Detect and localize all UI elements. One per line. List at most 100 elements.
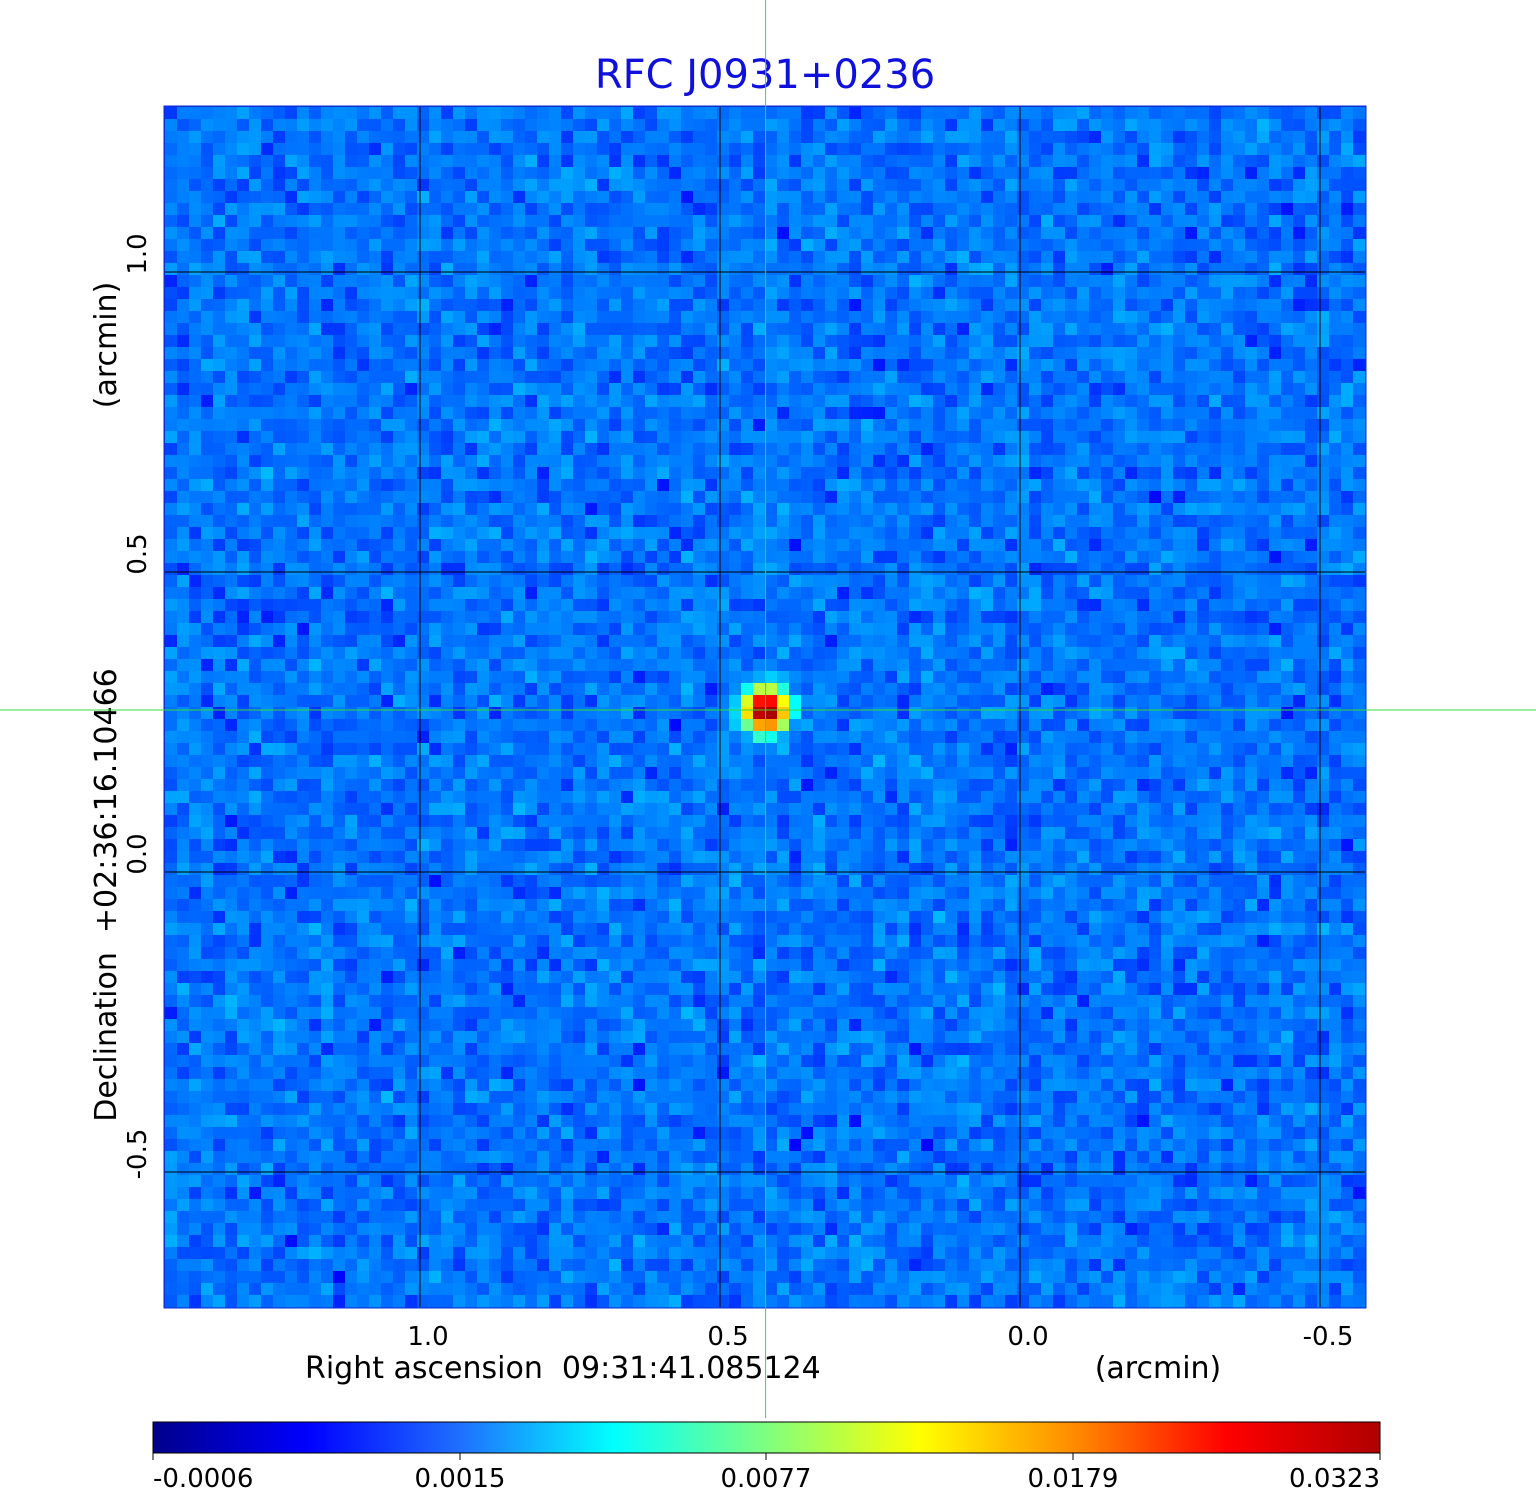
heatmap-pixel [225,611,238,624]
heatmap-pixel [561,347,574,360]
heatmap-pixel [729,527,742,540]
heatmap-pixel [1353,143,1366,156]
heatmap-pixel [1161,479,1174,492]
heatmap-pixel [261,683,274,696]
heatmap-pixel [1053,167,1066,180]
heatmap-pixel [309,107,322,120]
heatmap-pixel [957,587,970,600]
heatmap-pixel [261,563,274,576]
heatmap-pixel [1245,263,1258,276]
heatmap-pixel [813,275,826,288]
heatmap-pixel [885,623,898,636]
heatmap-pixel [1329,539,1342,552]
heatmap-pixel [1029,527,1042,540]
heatmap-pixel [825,167,838,180]
heatmap-pixel [501,383,514,396]
heatmap-pixel [489,467,502,480]
heatmap-pixel [933,359,946,372]
heatmap-pixel [1077,119,1090,132]
heatmap-pixel [489,107,502,120]
heatmap-pixel [273,659,286,672]
heatmap-pixel [1317,275,1330,288]
heatmap-pixel [1305,143,1318,156]
heatmap-pixel [885,383,898,396]
heatmap-pixel [285,251,298,264]
heatmap-pixel [1317,467,1330,480]
heatmap-pixel [1101,107,1114,120]
heatmap-pixel [585,515,598,528]
heatmap-pixel [1209,143,1222,156]
heatmap-pixel [321,515,334,528]
heatmap-pixel [693,611,706,624]
heatmap-pixel [897,503,910,516]
heatmap-pixel [1029,647,1042,660]
heatmap-pixel [777,527,790,540]
heatmap-pixel [1257,503,1270,516]
heatmap-pixel [1113,407,1126,420]
heatmap-pixel [717,251,730,264]
heatmap-pixel [729,107,742,120]
heatmap-pixel [357,623,370,636]
heatmap-pixel [573,311,586,324]
heatmap-pixel [405,179,418,192]
heatmap-pixel [1245,635,1258,648]
heatmap-pixel [345,395,358,408]
heatmap-pixel [285,347,298,360]
heatmap-pixel [249,335,262,348]
heatmap-pixel [645,503,658,516]
heatmap-pixel [1041,335,1054,348]
heatmap-pixel [549,479,562,492]
heatmap-pixel [1257,467,1270,480]
heatmap-pixel [477,659,490,672]
heatmap-pixel [693,479,706,492]
heatmap-pixel [213,215,226,228]
heatmap-pixel [381,479,394,492]
heatmap-pixel [957,407,970,420]
heatmap-pixel [393,587,406,600]
heatmap-pixel [417,647,430,660]
heatmap-pixel [861,215,874,228]
heatmap-pixel [1353,467,1366,480]
heatmap-pixel [1317,479,1330,492]
heatmap-pixel [945,467,958,480]
heatmap-pixel [1305,107,1318,120]
heatmap-pixel [345,587,358,600]
heatmap-pixel [1173,359,1186,372]
heatmap-pixel [1149,263,1162,276]
heatmap-pixel [693,287,706,300]
heatmap-pixel [1137,539,1150,552]
heatmap-pixel [609,227,622,240]
heatmap-pixel [1065,215,1078,228]
heatmap-pixel [765,407,778,420]
heatmap-pixel [969,203,982,216]
heatmap-pixel [813,155,826,168]
heatmap-pixel [1017,515,1030,528]
heatmap-pixel [1089,371,1102,384]
heatmap-pixel [1329,107,1342,120]
heatmap-pixel [297,575,310,588]
heatmap-pixel [585,587,598,600]
heatmap-pixel [681,611,694,624]
heatmap-pixel [345,119,358,132]
heatmap-pixel [657,287,670,300]
heatmap-pixel [969,131,982,144]
heatmap-pixel [1185,359,1198,372]
heatmap-pixel [357,563,370,576]
heatmap-pixel [465,647,478,660]
heatmap-pixel [669,431,682,444]
heatmap-pixel [753,455,766,468]
heatmap-pixel [813,383,826,396]
heatmap-pixel [1089,599,1102,612]
heatmap-pixel [837,659,850,672]
heatmap-pixel [405,299,418,312]
heatmap-pixel [801,551,814,564]
heatmap-pixel [213,407,226,420]
heatmap-pixel [1149,563,1162,576]
heatmap-pixel [237,563,250,576]
heatmap-pixel [765,323,778,336]
heatmap-pixel [345,479,358,492]
heatmap-pixel [1257,611,1270,624]
heatmap-pixel [453,479,466,492]
heatmap-pixel [1065,599,1078,612]
heatmap-pixel [405,551,418,564]
